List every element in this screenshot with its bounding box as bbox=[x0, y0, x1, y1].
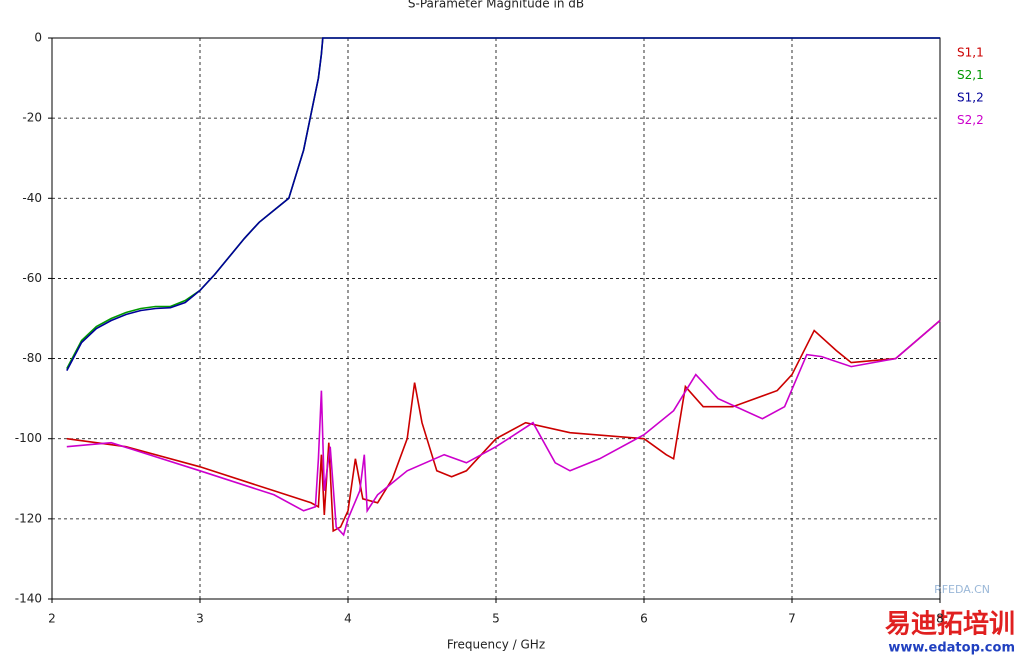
legend-label: S2,2 bbox=[957, 113, 984, 127]
series-line bbox=[66, 37, 940, 371]
series-line bbox=[66, 319, 941, 533]
watermark: RFEDA.CN bbox=[934, 583, 990, 596]
legend-label: S2,1 bbox=[957, 68, 984, 82]
legend-label: S1,2 bbox=[957, 91, 984, 105]
y-tick-label: -60 bbox=[22, 271, 42, 285]
y-tick-label: -140 bbox=[15, 592, 42, 606]
series-line bbox=[66, 319, 941, 537]
y-tick-label: -100 bbox=[15, 431, 42, 445]
y-tick-label: 0 bbox=[34, 31, 42, 45]
y-tick-label: -40 bbox=[22, 191, 42, 205]
x-tick-label: 3 bbox=[196, 612, 204, 626]
x-axis-label: Frequency / GHz bbox=[447, 638, 545, 652]
y-tick-label: -120 bbox=[15, 511, 42, 525]
x-tick-label: 7 bbox=[788, 612, 796, 626]
y-tick-label: -20 bbox=[22, 111, 42, 125]
series-line bbox=[66, 37, 940, 369]
y-tick-label: -80 bbox=[22, 351, 42, 365]
x-tick-label: 5 bbox=[492, 612, 500, 626]
x-tick-label: 6 bbox=[640, 612, 648, 626]
watermark: www.edatop.com bbox=[888, 641, 1015, 656]
chart-title: S-Parameter Magnitude in dB bbox=[408, 0, 584, 11]
x-tick-label: 4 bbox=[344, 612, 352, 626]
x-tick-label: 8 bbox=[936, 612, 944, 626]
legend-label: S1,1 bbox=[957, 46, 984, 60]
x-tick-label: 2 bbox=[48, 612, 56, 626]
watermark: 易迪拓培训 bbox=[885, 610, 1015, 640]
